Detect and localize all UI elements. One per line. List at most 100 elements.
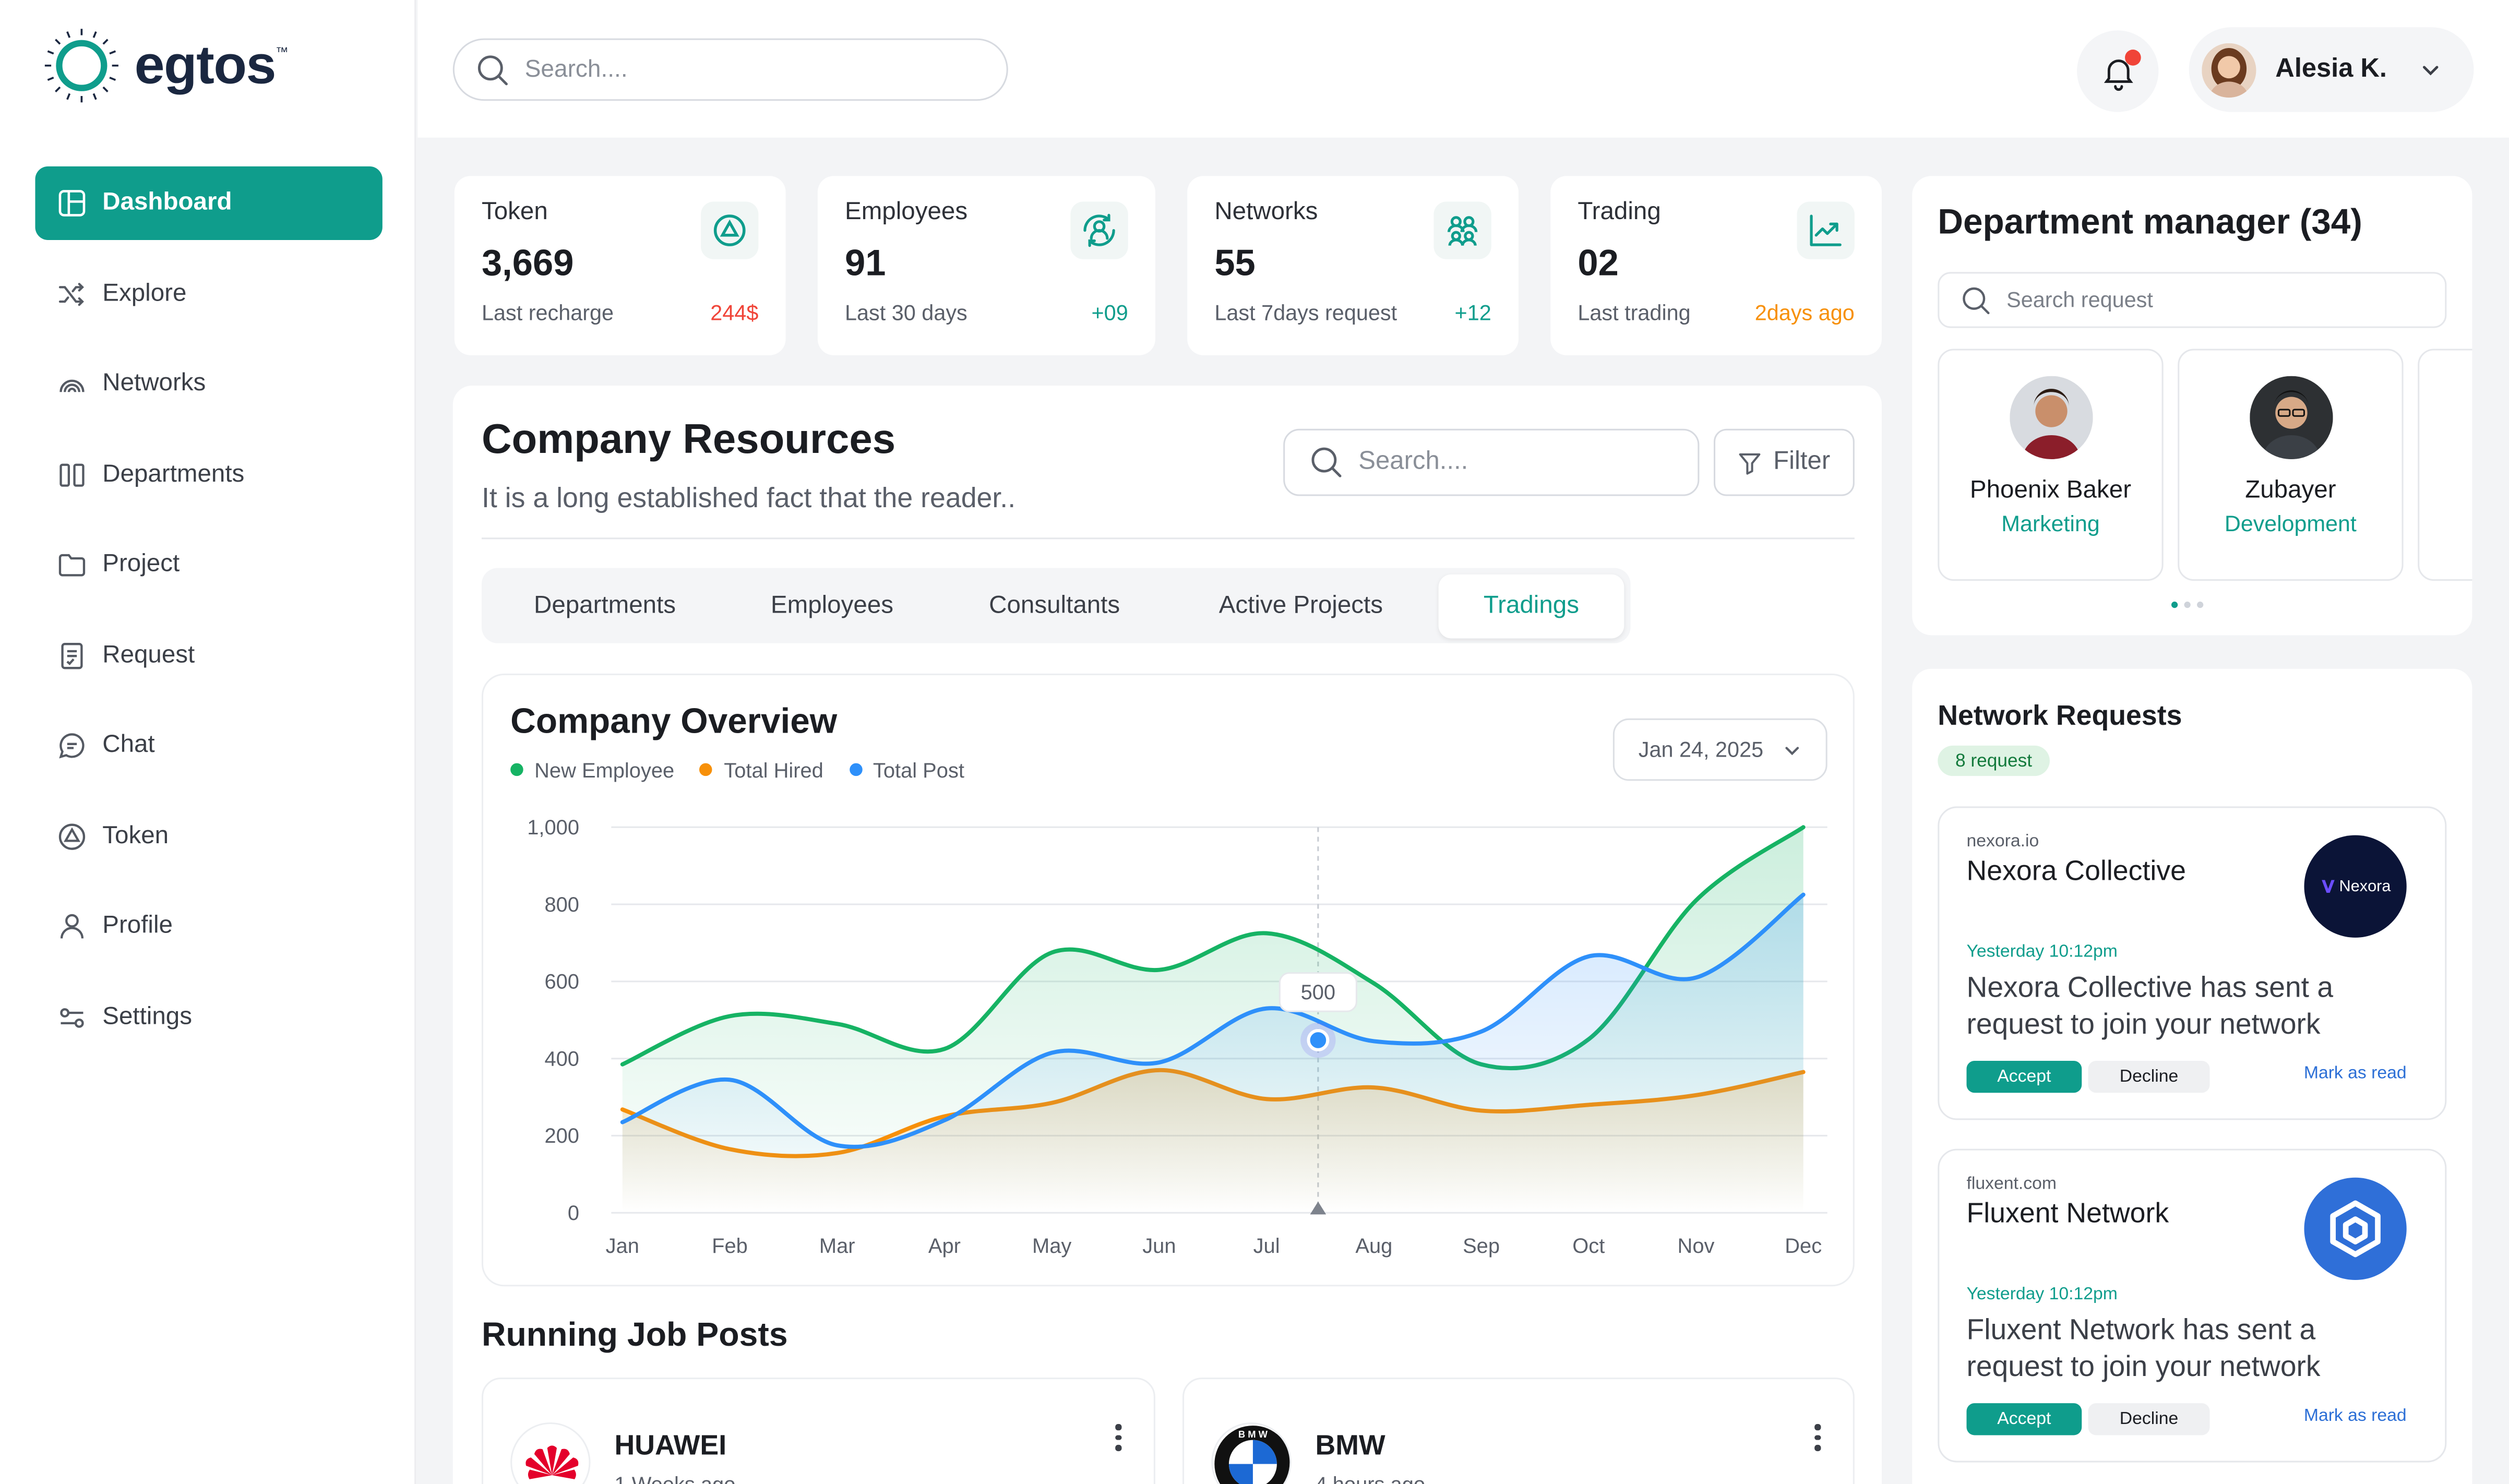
brand-logo[interactable]: egtos ™: [42, 26, 289, 105]
stat-value: 3,669: [481, 242, 574, 283]
sidebar-item-profile[interactable]: Profile: [35, 890, 382, 963]
manager-name: Phoenix Baker: [1969, 476, 2132, 504]
x-tick-label: Aug: [1355, 1235, 1392, 1258]
sidebar-nav: Dashboard Explore Networks Departments P…: [35, 166, 383, 1070]
divider: [481, 537, 1855, 540]
stat-card-employees[interactable]: Employees 91 Last 30 days +09: [817, 176, 1155, 355]
manager-name: Zubayer: [2245, 476, 2336, 504]
request-count-badge: 8 request: [1938, 745, 2050, 776]
date-picker[interactable]: Jan 24, 2025: [1612, 718, 1827, 781]
dashboard-icon: [58, 190, 86, 217]
manager-card[interactable]: Phoenix Baker Marketing: [1938, 349, 2164, 581]
job-company-name: BMW: [1315, 1429, 1385, 1461]
sidebar-item-networks[interactable]: Networks: [35, 347, 382, 421]
tab-tradings[interactable]: Tradings: [1438, 573, 1624, 638]
nexora-logo-icon: Nexora: [2304, 835, 2407, 938]
sidebar-item-settings[interactable]: Settings: [35, 980, 382, 1054]
huawei-logo-icon: [510, 1422, 591, 1484]
y-tick-label: 0: [568, 1202, 579, 1225]
mark-as-read-link[interactable]: Mark as read: [2303, 1406, 2407, 1426]
global-search[interactable]: [452, 38, 1008, 101]
group-icon: [1433, 201, 1491, 259]
manager-search-input[interactable]: [2006, 288, 2423, 312]
sidebar-item-label: Networks: [102, 369, 206, 397]
egtos-logo-icon: [44, 29, 118, 103]
x-tick-label: Mar: [819, 1235, 855, 1258]
manager-card-partial[interactable]: [2418, 349, 2472, 581]
legend-dot: [700, 763, 713, 776]
job-card-bmw[interactable]: B M W BMW 4 hours ago: [1182, 1378, 1855, 1484]
notification-dot: [2125, 50, 2141, 66]
user-sync-icon: [1070, 201, 1128, 259]
stat-card-trading[interactable]: Trading 02 Last trading 2days ago: [1550, 176, 1882, 355]
more-options-icon[interactable]: [1811, 1424, 1824, 1451]
sidebar-item-label: Project: [102, 550, 180, 578]
x-tick-label: Apr: [928, 1235, 961, 1258]
sidebar-item-departments[interactable]: Departments: [35, 438, 382, 511]
user-icon: [60, 914, 84, 939]
stat-card-token[interactable]: Token 3,669 Last recharge 244$: [454, 176, 786, 355]
section-description: It is a long established fact that the r…: [481, 481, 1016, 514]
document-icon: [61, 642, 83, 668]
pager-dot[interactable]: [2171, 601, 2178, 608]
stat-value: 02: [1578, 242, 1619, 283]
user-name: Alesia K.: [2275, 54, 2387, 83]
overview-line-chart[interactable]: 0 200 400 600 800 1,000 Jan Feb Mar Apr May Jun Jul A…: [483, 675, 1856, 1288]
legend-label: Total Post: [873, 758, 964, 783]
decline-button[interactable]: Decline: [2088, 1060, 2210, 1093]
tab-active-projects[interactable]: Active Projects: [1218, 591, 1383, 619]
resources-search[interactable]: [1283, 428, 1700, 496]
tab-departments[interactable]: Departments: [533, 591, 676, 619]
tab-consultants[interactable]: Consultants: [989, 591, 1120, 619]
decline-button[interactable]: Decline: [2088, 1403, 2210, 1435]
accept-button[interactable]: Accept: [1966, 1403, 2082, 1435]
user-menu[interactable]: Alesia K.: [2189, 27, 2474, 112]
manager-avatar: [2249, 376, 2333, 460]
filter-button[interactable]: Filter: [1714, 428, 1855, 496]
manager-search[interactable]: [1938, 272, 2447, 328]
tab-employees[interactable]: Employees: [770, 591, 894, 619]
filter-icon: [1739, 452, 1761, 474]
sidebar-item-project[interactable]: Project: [35, 528, 382, 602]
sidebar-item-token[interactable]: Token: [35, 799, 382, 873]
job-company-name: HUAWEI: [614, 1429, 727, 1461]
job-posted-time: 1 Weeks ago: [614, 1471, 736, 1484]
stat-card-networks[interactable]: Networks 55 Last 7days request +12: [1187, 176, 1519, 355]
mark-as-read-link[interactable]: Mark as read: [2303, 1064, 2407, 1083]
notification-button[interactable]: [2077, 30, 2159, 112]
network-requests-panel: Network Requests 8 request nexora.io Nex…: [1912, 668, 2472, 1484]
accept-button[interactable]: Accept: [1966, 1060, 2082, 1093]
sidebar-item-explore[interactable]: Explore: [35, 257, 382, 330]
resources-search-input[interactable]: [1358, 448, 1679, 477]
x-tick-label: Jan: [606, 1235, 639, 1258]
network-request-card: nexora.io Nexora Collective Nexora Yeste…: [1938, 806, 2447, 1120]
pager-dot[interactable]: [2184, 601, 2191, 608]
request-message: Fluxent Network has sent a request to jo…: [1966, 1313, 2321, 1382]
sidebar-item-request[interactable]: Request: [35, 618, 382, 692]
manager-avatar: [2009, 376, 2093, 460]
request-message: Nexora Collective has sent a request to …: [1966, 971, 2334, 1039]
job-card-huawei[interactable]: HUAWEI 1 Weeks ago: [481, 1378, 1155, 1484]
department-manager-title: Department manager (34): [1938, 201, 2362, 242]
stat-label: Networks: [1214, 198, 1318, 226]
fluxent-logo-icon: [2304, 1177, 2407, 1280]
more-options-icon[interactable]: [1112, 1424, 1125, 1451]
stat-subtitle: Last 7days request: [1214, 301, 1397, 325]
legend-dot: [510, 763, 523, 776]
search-icon: [1311, 447, 1342, 477]
chevron-down-icon: [1785, 746, 1799, 755]
sidebar-item-label: Explore: [102, 279, 187, 307]
stat-value: 91: [845, 242, 886, 283]
sidebar-item-chat[interactable]: Chat: [35, 709, 382, 782]
global-search-input[interactable]: [524, 56, 973, 83]
sidebar-item-dashboard[interactable]: Dashboard: [35, 166, 383, 240]
overview-title: Company Overview: [510, 701, 838, 741]
pager-dot[interactable]: [2197, 601, 2204, 608]
running-job-posts-title: Running Job Posts: [481, 1317, 788, 1354]
manager-card[interactable]: Zubayer Development: [2178, 349, 2404, 581]
settings-icon: [60, 1007, 84, 1027]
stat-subtitle: Last trading: [1578, 301, 1691, 325]
stat-label: Trading: [1578, 198, 1661, 226]
request-org-name: Nexora Collective: [1966, 854, 2186, 887]
search-icon: [477, 54, 508, 85]
